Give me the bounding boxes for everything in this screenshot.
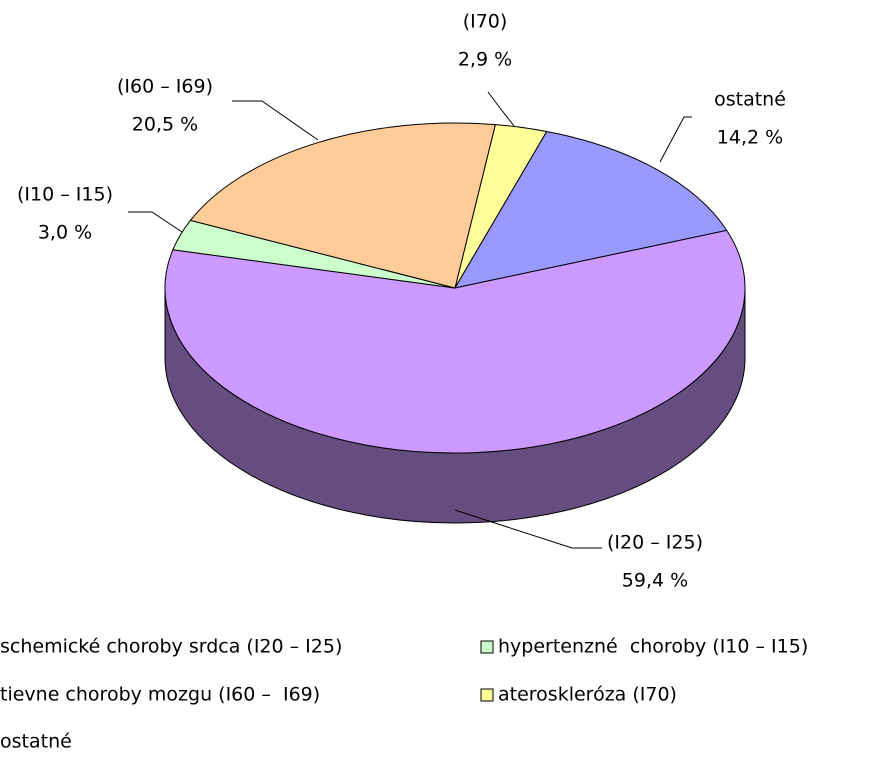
slice-label: ostatné	[714, 89, 786, 111]
leader-line	[487, 91, 515, 127]
leader-line	[128, 211, 183, 233]
value-label: 3,0 %	[38, 222, 92, 244]
value-label: 14,2 %	[717, 127, 783, 149]
slice-label: (I60 – I69)	[117, 76, 213, 98]
leader-line	[232, 100, 319, 141]
legend-label: ateroskleróza (I70)	[498, 684, 677, 706]
legend-label: tievne choroby mozgu (I60 – I69)	[0, 684, 320, 706]
legend-swatch	[480, 688, 494, 702]
value-label: 20,5 %	[132, 114, 198, 136]
legend-label: schemické choroby srdca (I20 – I25)	[0, 636, 342, 658]
slice	[453, 130, 728, 289]
legend-swatch	[480, 640, 494, 654]
slice-label: (I10 – I15)	[17, 184, 113, 206]
legend-label: hypertenzné choroby (I10 – I15)	[498, 636, 808, 658]
value-label: 2,9 %	[458, 49, 512, 71]
leader-line	[454, 509, 602, 549]
leader-line	[659, 116, 692, 163]
legend-label: ostatné	[0, 731, 72, 753]
slice	[189, 122, 496, 289]
slice	[164, 229, 746, 454]
value-label: 59,4 %	[622, 570, 688, 592]
slice-label: (I70)	[463, 11, 508, 33]
slice-label: (I20 – I25)	[607, 532, 703, 554]
